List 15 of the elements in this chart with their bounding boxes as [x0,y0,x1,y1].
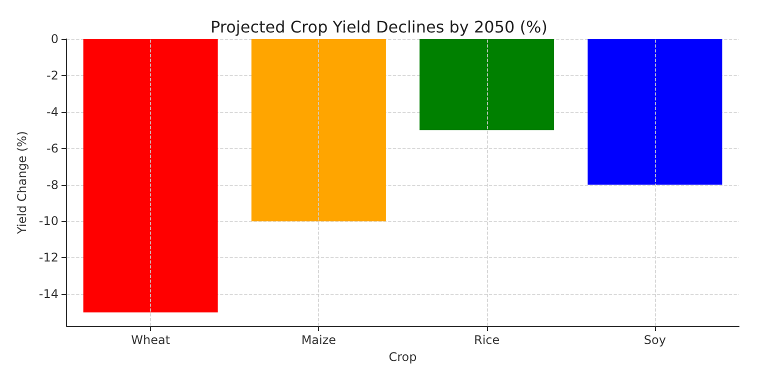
y-tick-label: -10 [38,214,58,228]
y-tick-label: 0 [50,32,58,46]
x-tick-label: Rice [474,333,500,347]
y-tick-label: -8 [46,178,58,192]
chart-title: Projected Crop Yield Declines by 2050 (%) [210,18,548,36]
x-tick-label: Wheat [131,333,170,347]
y-tick-label: -14 [38,287,58,302]
y-tick-label: -4 [46,104,58,119]
y-tick-label: -6 [46,141,58,156]
y-axis-title: Yield Change (%) [15,131,29,235]
x-tick-label: Soy [644,333,666,347]
x-tick-label: Maize [301,333,336,347]
y-tick-label: -2 [46,68,58,82]
x-axis-title: Crop [388,350,417,364]
y-tick-label: -12 [38,250,58,265]
